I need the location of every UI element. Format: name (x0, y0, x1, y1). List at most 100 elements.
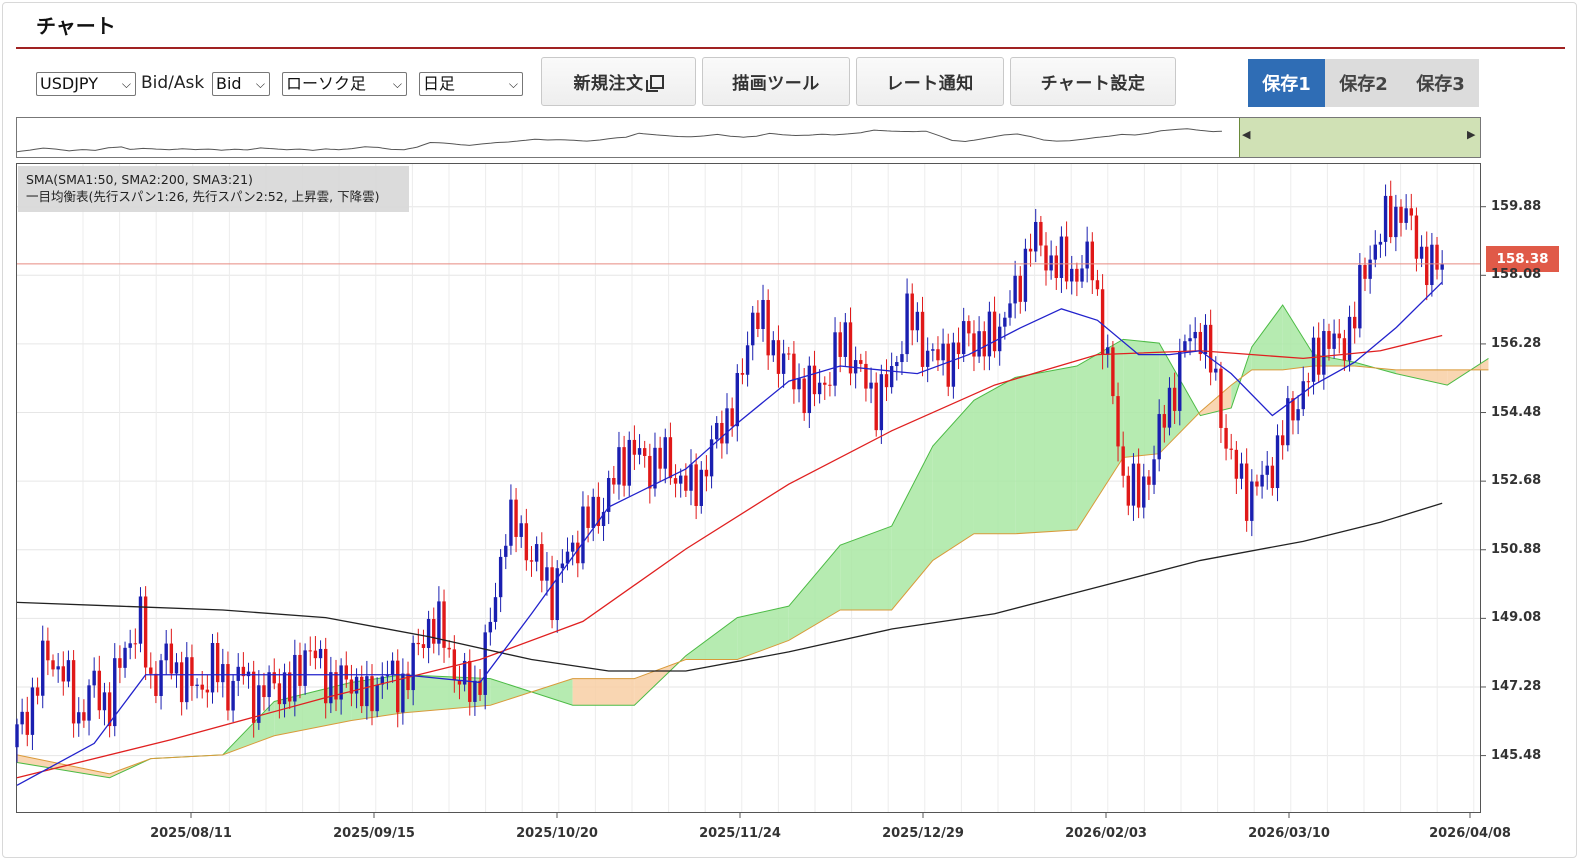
candle-down (360, 676, 364, 707)
navigator-left-arrow-icon[interactable]: ◀ (1242, 128, 1251, 141)
candle-down (190, 657, 194, 686)
candle-down (308, 650, 312, 652)
cloud-up-segment (1015, 366, 1077, 534)
candle-down (334, 672, 338, 700)
candle-down (874, 382, 878, 431)
y-axis-label: 149.08 (1491, 610, 1542, 626)
candle-down (1162, 414, 1167, 428)
candle-up (236, 666, 240, 681)
candle-up (473, 680, 477, 702)
candle-up (20, 711, 24, 725)
candle-up (771, 340, 776, 356)
candle-up (689, 464, 693, 491)
candle-up (1286, 398, 1290, 446)
candle-up (159, 660, 163, 697)
candle-down (1244, 463, 1249, 521)
candle-up (92, 670, 96, 686)
x-axis-label: 2025/11/24 (699, 826, 781, 841)
candle-down (642, 448, 647, 456)
candle-up (329, 672, 333, 704)
cloud-up-segment (1282, 305, 1314, 370)
current-price-tag: 158.38 (1486, 246, 1559, 272)
candle-up (195, 684, 199, 686)
candle-up (900, 354, 904, 363)
new-order-button[interactable]: 新規注文 (541, 57, 696, 106)
candle-down (215, 642, 220, 683)
candle-up (1193, 331, 1197, 339)
navigator-right-arrow-icon[interactable]: ▶ (1467, 128, 1476, 141)
save-3-button[interactable]: 保存3 (1402, 59, 1479, 107)
candle-down (972, 333, 976, 357)
candle-down (1270, 465, 1275, 489)
candle-up (1049, 255, 1053, 271)
candle-down (838, 332, 842, 357)
bidask-select[interactable]: Bid ⌵ (212, 72, 270, 96)
x-axis-label: 2025/12/29 (882, 826, 964, 841)
candle-down (1255, 481, 1259, 487)
candle-up (1419, 246, 1424, 259)
cloud-up-segment (1123, 339, 1160, 458)
candle-up (293, 654, 297, 702)
candle-up (817, 382, 822, 395)
candle-down (812, 365, 817, 395)
candle-down (344, 665, 348, 680)
candle-down (226, 664, 230, 711)
candle-down (1136, 463, 1141, 508)
chart-settings-button[interactable]: チャート設定 (1010, 57, 1176, 106)
candle-up (925, 350, 930, 367)
candle-down (1198, 331, 1203, 355)
candle-down (823, 382, 827, 385)
candle-up (591, 496, 595, 528)
candle-up (1250, 481, 1254, 521)
candle-up (709, 439, 714, 477)
candle-down (828, 384, 832, 386)
navigator-window[interactable] (1239, 118, 1480, 157)
candle-up (570, 542, 575, 552)
symbol-select[interactable]: USDJPY ⌵ (36, 72, 136, 96)
candle-up (174, 662, 179, 674)
candle-up (128, 643, 132, 648)
candle-up (1167, 387, 1172, 428)
candle-up (1239, 463, 1244, 479)
candle-up (318, 648, 323, 659)
cloud-up-segment (932, 400, 974, 561)
candle-up (699, 469, 703, 506)
candle-down (1224, 427, 1228, 449)
candle-up (545, 567, 549, 581)
save-2-button[interactable]: 保存2 (1325, 59, 1402, 107)
candle-up (1214, 368, 1218, 373)
candle-up (961, 321, 966, 355)
candle-down (406, 673, 410, 691)
candle-up (504, 545, 508, 557)
candle-up (581, 506, 585, 564)
candle-up (1260, 474, 1264, 487)
candle-down (133, 643, 138, 645)
candle-down (349, 679, 354, 694)
candle-up (123, 647, 127, 668)
candle-down (704, 469, 709, 477)
candle-up (1378, 241, 1383, 245)
draw-tools-button[interactable]: 描画ツール (702, 57, 850, 106)
candle-down (118, 658, 122, 668)
candle-up (1296, 409, 1300, 421)
candle-down (632, 439, 637, 455)
candle-up (627, 439, 631, 486)
timeframe-select[interactable]: 日足 ⌵ (419, 72, 523, 96)
candle-down (1172, 387, 1177, 411)
candle-up (534, 544, 539, 562)
candle-down (1064, 236, 1069, 282)
candle-up (853, 360, 858, 374)
save-1-button[interactable]: 保存1 (1248, 59, 1325, 107)
candle-up (483, 632, 487, 695)
rate-alert-button[interactable]: レート通知 (856, 57, 1004, 106)
candle-up (56, 666, 60, 670)
candle-down (179, 662, 184, 703)
title-divider (16, 47, 1565, 49)
candle-down (324, 648, 328, 704)
chart-navigator[interactable] (16, 117, 1481, 158)
candle-up (1332, 333, 1336, 349)
candle-up (488, 621, 493, 633)
y-axis-label: 150.88 (1491, 541, 1542, 557)
chart-type-select[interactable]: ローソク足 ⌵ (282, 72, 407, 96)
candle-up (663, 437, 667, 469)
